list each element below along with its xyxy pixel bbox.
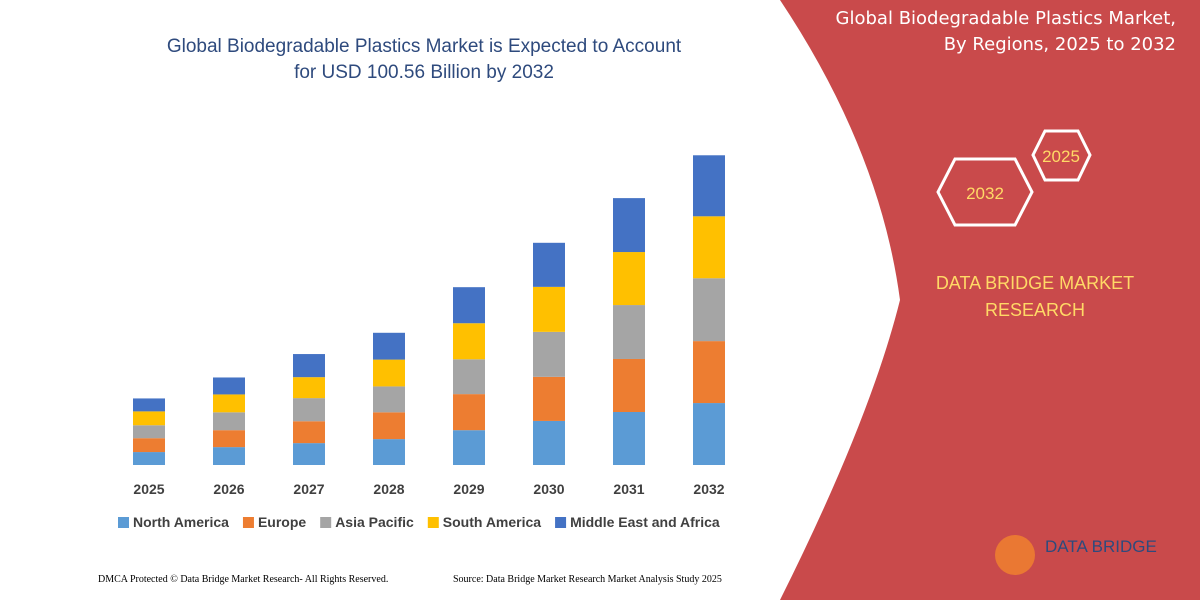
bar-segment: [613, 411, 645, 465]
panel-title: Global Biodegradable Plastics Market, By …: [836, 8, 1176, 55]
bar-segment: [213, 412, 245, 431]
legend-swatch: [427, 517, 439, 528]
logo-text: DATA BRIDGE: [1045, 537, 1157, 556]
legend-label: South America: [443, 514, 541, 530]
legend-label: Europe: [258, 514, 306, 530]
bar-segment: [293, 443, 325, 465]
bar-segment: [133, 438, 165, 453]
bar-segment: [293, 354, 325, 378]
bar-segment: [693, 216, 725, 279]
bar-segment: [133, 411, 165, 426]
bar-segment: [533, 420, 565, 465]
title-line: Global Biodegradable Plastics Market is …: [167, 36, 682, 57]
bar-segment: [213, 430, 245, 448]
bar-segment: [533, 331, 565, 377]
brand: DATA BRIDGE MARKET RESEARCH: [935, 273, 1135, 320]
legend-label: North America: [133, 514, 229, 530]
hexagon: [936, 157, 1034, 227]
legend-label: Middle East and Africa: [570, 514, 720, 530]
bar-segment: [533, 286, 565, 332]
bar-segment: [373, 332, 405, 360]
x-tick-label: 2031: [613, 481, 644, 497]
bar-segment: [453, 394, 485, 431]
footer-left: DMCA Protected © Data Bridge Market Rese…: [98, 574, 388, 585]
bar-segment: [213, 377, 245, 395]
bar-segment: [453, 323, 485, 360]
bar-segment: [373, 359, 405, 387]
logo-icon: [995, 535, 1035, 575]
x-tick-label: 2028: [373, 481, 404, 497]
bar-segment: [293, 421, 325, 444]
bar-segment: [293, 377, 325, 399]
bar-segment: [613, 305, 645, 359]
bar-segment: [373, 439, 405, 465]
brand-box: DATA BRIDGE MARKET RESEARCH: [935, 273, 1135, 320]
bar-segment: [453, 359, 485, 395]
x-tick-label: 2025: [133, 481, 164, 497]
chart-title: Global Biodegradable Plastics Market is …: [167, 36, 682, 83]
bar-segment: [373, 386, 405, 413]
legend-swatch: [242, 517, 254, 528]
x-tick-label: 2027: [293, 481, 324, 497]
bar-segment: [373, 412, 405, 440]
bar-segment: [693, 403, 725, 465]
bar-segment: [453, 287, 485, 324]
hex-label: 2025: [1042, 147, 1080, 166]
hex-label: 2032: [966, 184, 1004, 203]
bar-segment: [453, 430, 485, 465]
bar-segment: [213, 447, 245, 465]
bar-segment: [213, 394, 245, 413]
side-panel: [780, 0, 1200, 600]
bar-segment: [613, 358, 645, 412]
bar-segment: [693, 341, 725, 404]
hexagon: [1031, 129, 1092, 182]
legend-swatch: [320, 517, 332, 528]
x-tick-label: 2032: [693, 481, 724, 497]
x-tick-label: 2029: [453, 481, 484, 497]
bar-segment: [293, 398, 325, 422]
bar-segment: [533, 242, 565, 287]
legend-swatch: [555, 517, 567, 528]
title-line: for USD 100.56 Billion by 2032: [294, 62, 554, 83]
bar-segment: [613, 252, 645, 306]
bar-segment: [613, 198, 645, 253]
footer-right: Source: Data Bridge Market Research Mark…: [453, 574, 722, 585]
bar-segment: [133, 425, 165, 439]
x-tick-label: 2030: [533, 481, 564, 497]
bar-segment: [533, 376, 565, 421]
x-tick-label: 2026: [213, 481, 244, 497]
bar-segment: [693, 278, 725, 342]
legend-swatch: [118, 517, 129, 528]
bar-segment: [133, 398, 165, 412]
legend-label: Asia Pacific: [335, 514, 414, 530]
bar-segment: [133, 452, 165, 465]
bar-segment: [693, 155, 725, 217]
